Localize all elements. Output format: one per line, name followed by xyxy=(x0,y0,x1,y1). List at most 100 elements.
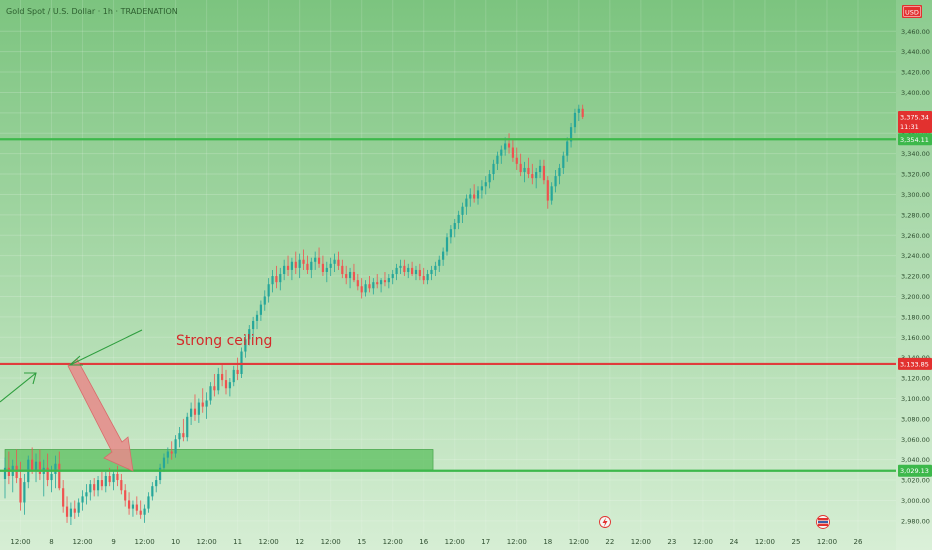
candle-body xyxy=(50,473,53,481)
currency-badge[interactable]: USD xyxy=(902,5,922,18)
candle-body xyxy=(383,280,387,283)
candle-body xyxy=(135,504,138,511)
time-tick-label: 15 xyxy=(357,538,366,546)
price-tick-label: 3,240.00 xyxy=(901,252,930,260)
candle-body xyxy=(283,265,286,275)
time-tick-label: 12:00 xyxy=(755,538,775,546)
candle-body xyxy=(155,480,158,487)
candle-body xyxy=(562,155,565,168)
price-tick-label: 2,980.00 xyxy=(901,517,930,525)
candle-body xyxy=(166,451,169,458)
candle-body xyxy=(209,386,212,401)
candle-body xyxy=(356,280,359,287)
candle-body xyxy=(93,484,96,491)
candle-body xyxy=(15,465,18,479)
candle-body xyxy=(511,147,515,158)
candle-body xyxy=(395,267,398,275)
candle-body xyxy=(569,127,573,142)
current-price-badge xyxy=(898,110,932,133)
candle-body xyxy=(566,141,569,156)
candle-body xyxy=(3,467,7,480)
time-axis[interactable]: 12:00 8 12:00 9 12:00 10 12:00 11 12:00 12 12:00 15… xyxy=(10,538,863,546)
candle-body xyxy=(360,286,363,293)
candle-body xyxy=(89,484,92,493)
candle-body xyxy=(577,108,580,113)
candle-body xyxy=(465,198,468,207)
candle-body xyxy=(186,416,189,438)
candle-body xyxy=(124,490,127,501)
current-price-label: 3,375.34 xyxy=(900,113,929,121)
candle-body xyxy=(131,504,135,509)
time-tick-label: 12:00 xyxy=(134,538,154,546)
price-tick-label: 3,200.00 xyxy=(901,293,930,301)
price-tick-label: 3,000.00 xyxy=(901,497,930,505)
candle-body xyxy=(255,314,259,321)
candle-body xyxy=(438,259,441,266)
candle-body xyxy=(507,143,511,148)
price-tick-label: 3,100.00 xyxy=(901,395,930,403)
candle-body xyxy=(558,167,561,177)
candle-body xyxy=(542,165,546,181)
candle-body xyxy=(62,488,65,507)
price-tick-label: 3,460.00 xyxy=(901,28,930,36)
candle-body xyxy=(453,223,456,230)
candle-body xyxy=(263,296,266,305)
lightning-icon[interactable] xyxy=(599,516,611,528)
candle-body xyxy=(23,482,26,503)
candle-body xyxy=(500,149,503,156)
zone-layer xyxy=(4,449,434,471)
candle-body xyxy=(345,274,348,279)
resistance-price-badge xyxy=(898,357,932,370)
candle-body xyxy=(414,269,418,275)
candle-body xyxy=(426,274,429,281)
price-badges: 3,354.11 3,133.85 3,029.13 3,375.34 11:31 xyxy=(898,110,932,477)
candle-body xyxy=(286,265,290,270)
time-tick-label: 12:00 xyxy=(197,538,217,546)
candle-body xyxy=(38,461,41,474)
flag-icon[interactable] xyxy=(816,515,830,529)
candle-body xyxy=(550,186,553,201)
candle-body xyxy=(430,269,433,275)
price-tick-label: 3,220.00 xyxy=(901,273,930,281)
candle-body xyxy=(469,194,472,199)
time-tick-label: 24 xyxy=(729,538,738,546)
trend-arrow-line-upper xyxy=(69,329,143,366)
time-tick-label: 9 xyxy=(111,538,115,546)
currency-badge-label: USD xyxy=(905,9,919,17)
candle-body xyxy=(492,163,495,175)
candle-body xyxy=(457,214,460,224)
candle-body xyxy=(100,480,104,487)
time-tick-label: 12:00 xyxy=(259,538,279,546)
time-tick-label: 11 xyxy=(233,538,242,546)
candle-body xyxy=(143,508,146,515)
candle-body xyxy=(240,351,243,374)
candle-body xyxy=(422,276,425,281)
time-tick-label: 10 xyxy=(171,538,180,546)
candle-body xyxy=(158,467,162,481)
candle-body xyxy=(248,329,251,340)
candle-body xyxy=(127,500,131,509)
candle-body xyxy=(348,271,352,279)
candle-body xyxy=(252,320,255,330)
candle-body xyxy=(120,480,123,491)
candle-body xyxy=(275,276,278,283)
candle-body xyxy=(434,265,437,270)
candle-body xyxy=(387,278,390,283)
support-price-badge-label: 3,354.11 xyxy=(900,136,929,144)
time-tick-label: 12 xyxy=(295,538,304,546)
candle-body xyxy=(193,408,197,415)
candle-body xyxy=(77,502,80,513)
candle-body xyxy=(201,402,204,407)
candle-body xyxy=(317,257,321,264)
strong-ceiling-annotation: Strong ceiling xyxy=(176,333,272,349)
level-lines xyxy=(0,138,896,472)
candle-body xyxy=(364,284,367,293)
candle-body xyxy=(391,274,394,279)
candle-body xyxy=(535,172,538,179)
demand-zone-rect xyxy=(4,449,434,471)
time-tick-label: 18 xyxy=(543,538,552,546)
candles xyxy=(3,104,584,525)
price-tick-label: 3,160.00 xyxy=(901,334,930,342)
